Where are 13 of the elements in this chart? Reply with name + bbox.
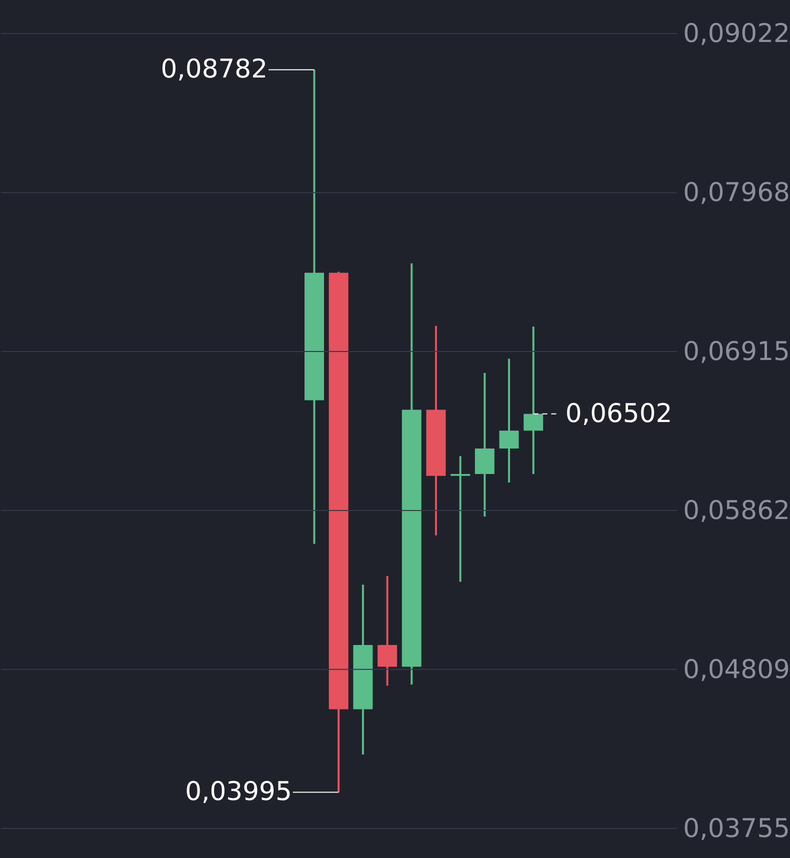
candlestick — [378, 574, 398, 687]
text: 0,03995 — [185, 777, 292, 808]
y-tick-label: 0,05862 — [683, 496, 790, 526]
ref-line-label: 0,06502 — [565, 398, 672, 429]
candlestick — [450, 455, 470, 583]
y-tick-label: 0,03755 — [683, 814, 790, 844]
y-tick-label: 0,06915 — [683, 336, 790, 367]
candlestick — [499, 358, 519, 484]
y-tick-label: 0,09022 — [683, 18, 790, 49]
text: 0,08782 — [160, 54, 268, 85]
candlestick — [524, 326, 544, 475]
y-tick-label: 0,07968 — [683, 178, 790, 208]
y-tick-label: 0,04809 — [683, 654, 790, 685]
